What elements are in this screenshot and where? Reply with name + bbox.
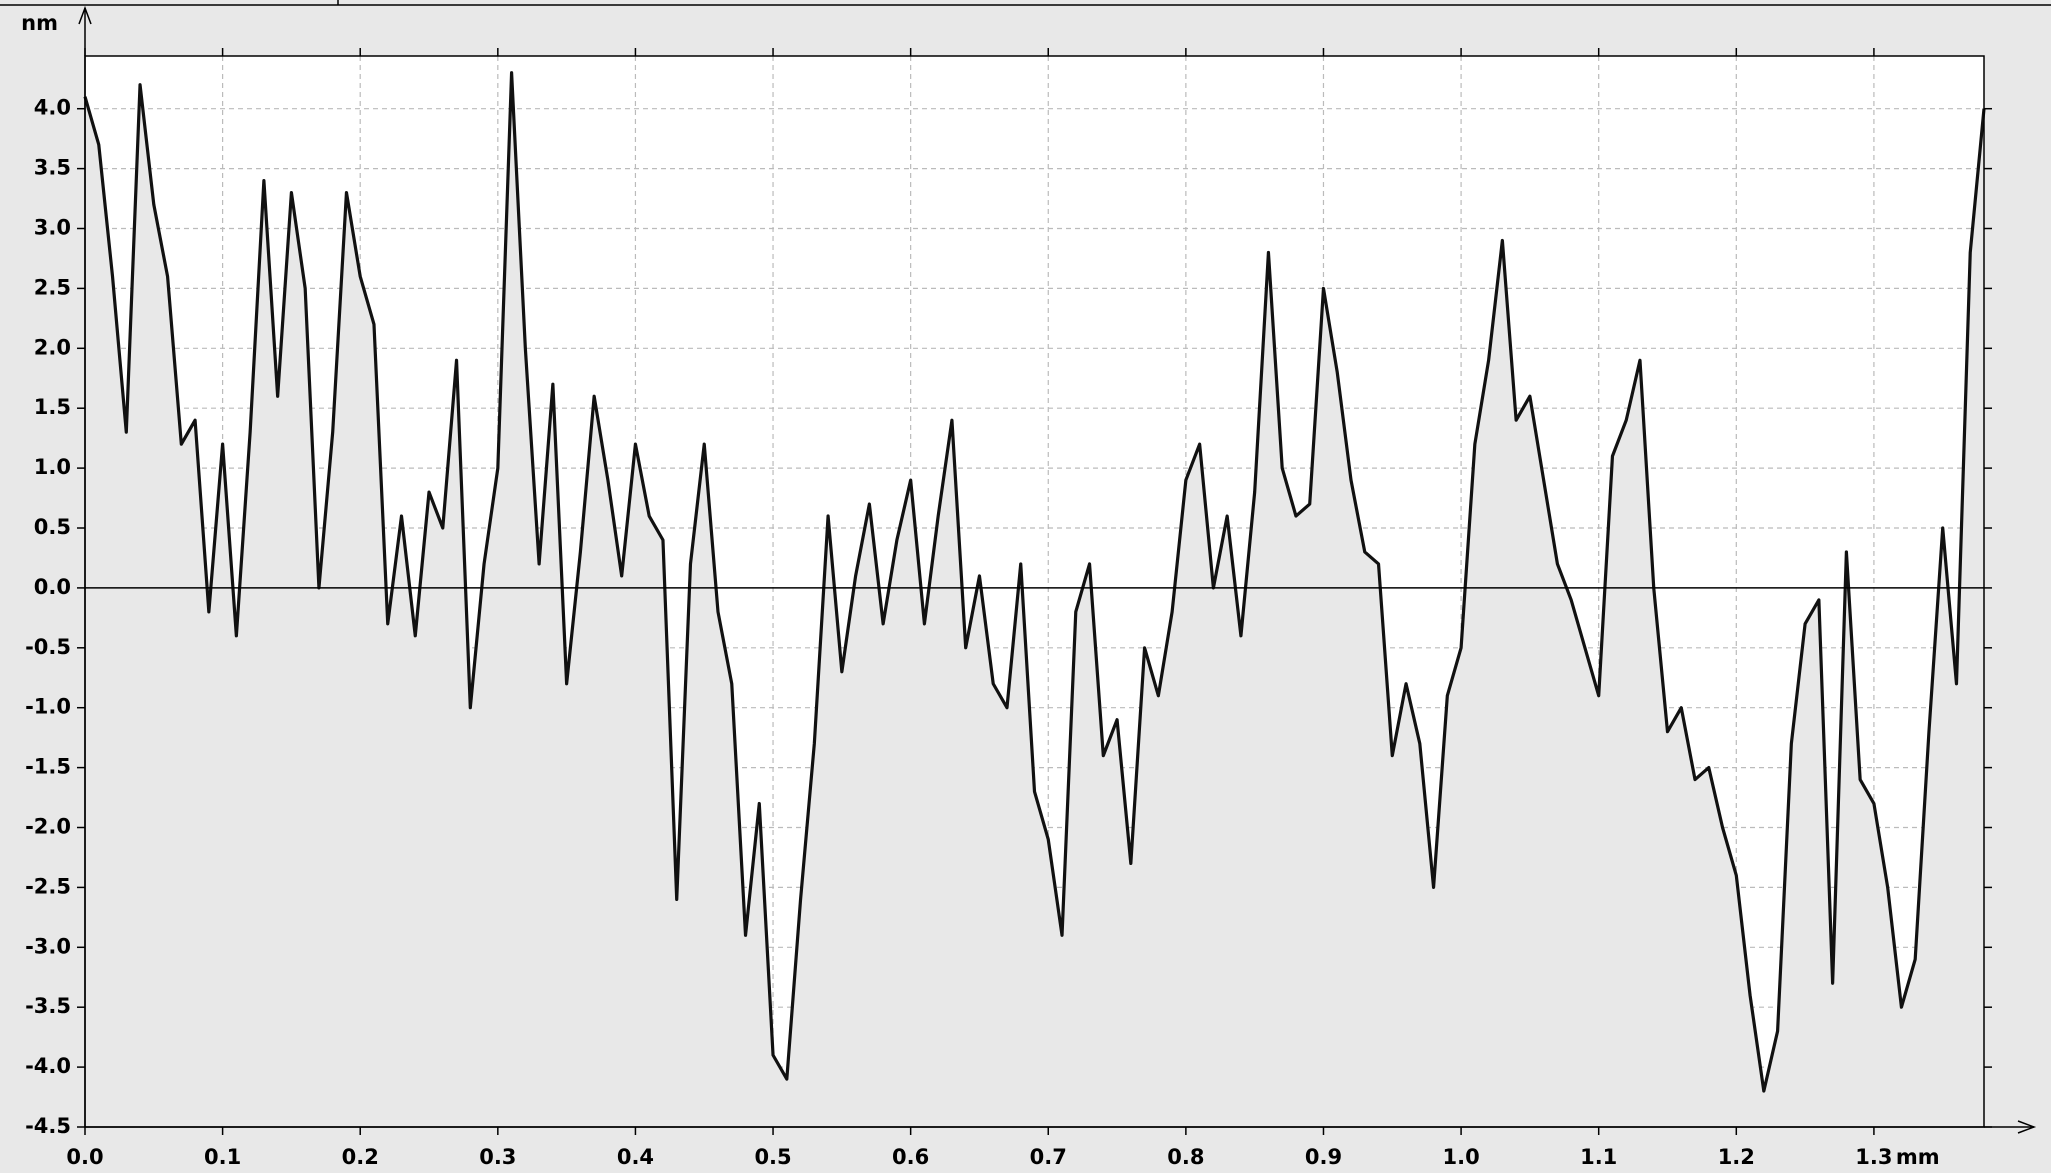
y-tick-label: -1.5 — [25, 755, 71, 779]
plot — [83, 71, 1986, 1127]
x-tick-label: 0.7 — [1030, 1145, 1067, 1169]
y-tick-label: -1.0 — [25, 695, 71, 719]
x-tick-label: 1.0 — [1442, 1145, 1479, 1169]
x-tick-label: 1.1 — [1580, 1145, 1617, 1169]
y-tick-label: -2.5 — [25, 874, 71, 898]
y-tick-label: -4.5 — [25, 1114, 71, 1138]
x-tick-label: 0.3 — [479, 1145, 516, 1169]
x-tick-label: 0.9 — [1305, 1145, 1342, 1169]
x-tick-label: 1.3 — [1855, 1145, 1892, 1169]
y-tick-label: -4.0 — [25, 1054, 71, 1078]
axes: -4.5 -4.0 -3.5 -3.0 -2.5 -2.0 -1.5 -1.0 -0.5 0.0 0… — [25, 5, 2037, 1169]
x-tick-label: 0.6 — [892, 1145, 929, 1169]
x-tick-label: 0.2 — [342, 1145, 379, 1169]
y-tick-label: 0.0 — [34, 575, 71, 599]
y-tick-label: -3.0 — [25, 934, 71, 958]
x-tick-label: 0.4 — [617, 1145, 654, 1169]
y-tick-label: 0.5 — [34, 515, 71, 539]
y-tick-label: 3.0 — [34, 216, 71, 240]
x-tick-label: 1.2 — [1718, 1145, 1755, 1169]
y-unit: nm — [21, 11, 58, 35]
y-tick-label: 1.5 — [34, 395, 71, 419]
y-tick-label: -0.5 — [25, 635, 71, 659]
x-tick-label: 0.1 — [204, 1145, 241, 1169]
profile-line — [83, 71, 1986, 1093]
y-tick-label: 1.0 — [34, 455, 71, 479]
x-unit: mm — [1896, 1145, 1940, 1169]
x-tick-label: 0.0 — [66, 1145, 103, 1169]
y-tick-label: 2.0 — [34, 335, 71, 359]
y-arrow-head — [78, 5, 92, 25]
y-tick-label: 3.5 — [34, 156, 71, 180]
x-arrow-head — [2017, 1120, 2037, 1134]
y-tick-label: 4.0 — [34, 96, 71, 120]
y-tick-label: -2.0 — [25, 815, 71, 839]
y-tick-label: -3.5 — [25, 994, 71, 1018]
x-tick-label: 0.8 — [1167, 1145, 1204, 1169]
x-tick-label: 0.5 — [754, 1145, 791, 1169]
y-tick-label: 2.5 — [34, 275, 71, 299]
